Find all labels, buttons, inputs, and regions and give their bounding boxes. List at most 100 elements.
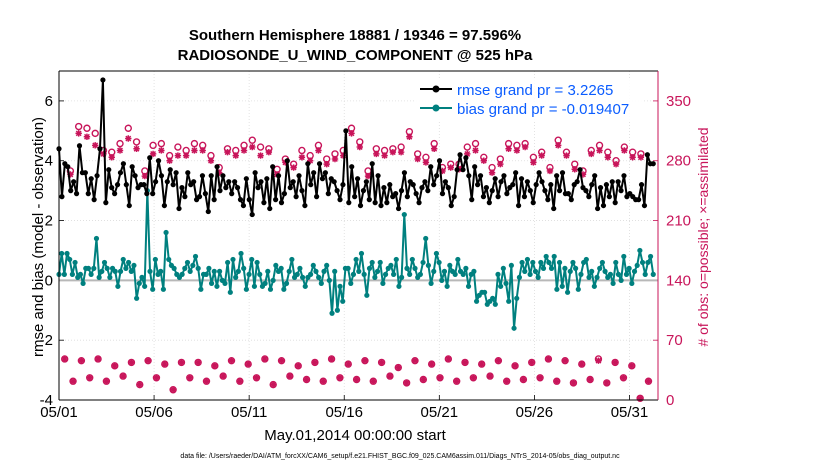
bias-point (350, 271, 357, 277)
y-tick-label-right: 350 (666, 93, 691, 110)
rmse-point (208, 173, 214, 179)
bias-point (179, 271, 185, 277)
bias-point (334, 307, 340, 313)
bias-point (530, 259, 536, 266)
rmse-point (278, 200, 285, 206)
obs-assimilated-marker (478, 360, 485, 368)
rmse-point (343, 128, 349, 134)
obs-assimilated-marker (370, 378, 377, 385)
rmse-point (68, 188, 74, 194)
bias-point (441, 268, 448, 274)
bias-point (227, 289, 233, 295)
chart-title-line1: Southern Hemisphere 18881 / 19346 = 97.5… (189, 27, 521, 44)
bias-point (535, 274, 541, 280)
obs-possible-marker (83, 124, 91, 132)
bias-point (278, 265, 284, 271)
bias-point (136, 280, 142, 286)
bias-point (243, 286, 249, 292)
obs-assimilated-marker (249, 143, 256, 151)
rmse-point (65, 164, 71, 170)
bias-point (160, 286, 166, 292)
obs-assimilated-marker (211, 362, 219, 370)
bias-point (321, 268, 327, 274)
rmse-point (545, 197, 551, 203)
rmse-point (404, 194, 410, 200)
bias-point (254, 259, 260, 266)
obs-assimilated-marker (108, 154, 115, 161)
bias-point (182, 265, 188, 271)
rmse-point (381, 185, 387, 191)
obs-possible-marker (471, 139, 480, 148)
rmse-point (305, 161, 311, 167)
y-tick-label-left: 0 (45, 272, 53, 289)
rmse-point (442, 179, 449, 185)
bias-point (286, 268, 292, 274)
rmse-point (281, 191, 288, 197)
rmse-point (445, 185, 451, 191)
rmse-point (161, 202, 167, 209)
bias-point (465, 283, 472, 289)
bias-point (72, 259, 78, 266)
rmse-point (191, 179, 197, 185)
bias-point (211, 268, 217, 274)
obs-assimilated-marker (69, 378, 77, 385)
bias-point (283, 280, 290, 286)
legend-background (414, 78, 644, 120)
obs-assimilated-marker (116, 147, 124, 154)
bias-point (390, 271, 397, 277)
bias-point (610, 280, 616, 286)
rmse-point (182, 194, 188, 200)
bias-point (372, 274, 378, 280)
obs-assimilated-marker (513, 147, 521, 154)
rmse-point (357, 202, 364, 209)
bias-point (91, 265, 97, 271)
obs-assimilated-marker (356, 143, 363, 151)
rmse-point (416, 200, 422, 206)
obs-assimilated-marker (546, 167, 554, 175)
bias-point (134, 295, 140, 301)
y-tick-label-right: 280 (666, 153, 691, 170)
obs-assimilated-marker (386, 372, 394, 380)
bias-point (125, 259, 132, 266)
bias-point (425, 262, 431, 269)
obs-assimilated-marker (586, 376, 594, 383)
bias-point (192, 253, 199, 260)
obs-assimilated-marker (257, 152, 264, 159)
bias-point (273, 262, 279, 269)
rmse-point (334, 188, 340, 194)
obs-assimilated-marker (128, 359, 135, 366)
rmse-point (123, 182, 129, 188)
obs-assimilated-marker (430, 145, 438, 152)
bias-point (152, 256, 158, 263)
rmse-point (597, 185, 604, 191)
bias-point (543, 253, 549, 260)
obs-assimilated-marker (94, 355, 102, 363)
obs-assimilated-marker (186, 374, 194, 381)
obs-assimilated-marker (86, 374, 93, 381)
bias-point (516, 274, 523, 280)
obs-assimilated-marker (495, 357, 502, 364)
obs-assimilated-marker (505, 145, 512, 152)
rmse-point (387, 182, 393, 188)
bias-point (503, 280, 509, 286)
rmse-point (495, 194, 501, 200)
obs-assimilated-marker (75, 130, 82, 137)
bias-point (482, 289, 488, 295)
bias-point (163, 229, 169, 236)
bias-point (166, 256, 172, 263)
rmse-point (223, 185, 229, 191)
bias-point (433, 250, 440, 257)
rmse-point (88, 176, 94, 182)
obs-possible-marker (298, 146, 306, 155)
bias-point (527, 271, 533, 277)
obs-assimilated-marker (364, 172, 372, 180)
rmse-point (606, 194, 612, 200)
rmse-point (117, 170, 124, 176)
obs-assimilated-marker (61, 355, 68, 363)
rmse-point (106, 167, 112, 173)
rmse-point (103, 200, 109, 206)
obs-assimilated-marker (436, 374, 444, 381)
rmse-point (480, 194, 487, 200)
rmse-point (431, 182, 437, 188)
bias-point (61, 271, 67, 277)
